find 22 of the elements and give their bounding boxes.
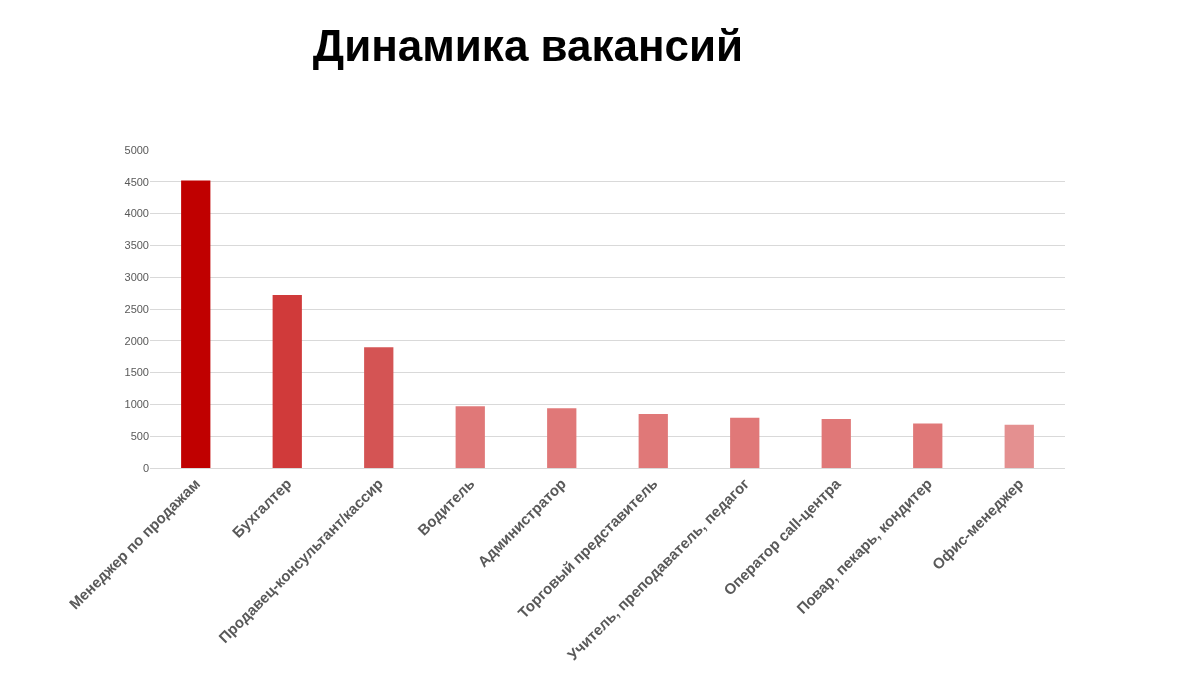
bar — [730, 417, 760, 468]
bar — [547, 408, 577, 468]
bar — [1004, 424, 1034, 468]
bar — [638, 413, 668, 468]
y-tick-label: 3500 — [124, 239, 149, 252]
y-tick-label: 4000 — [124, 207, 149, 220]
y-tick-label: 2500 — [124, 302, 149, 315]
y-tick-label: 1000 — [124, 398, 149, 411]
bar — [364, 347, 394, 468]
bar — [913, 423, 943, 468]
chart-title: Динамика вакансий — [312, 21, 744, 71]
y-tick-label: 2000 — [124, 334, 149, 347]
bar — [821, 419, 851, 468]
y-tick-label: 4500 — [124, 175, 149, 188]
bar — [272, 295, 302, 468]
bar — [455, 406, 485, 468]
y-tick-label: 0 — [142, 461, 149, 474]
y-tick-label: 3000 — [124, 271, 149, 284]
y-tick-label: 500 — [130, 430, 149, 443]
bar — [181, 180, 211, 468]
y-tick-label: 5000 — [124, 143, 149, 156]
y-tick-label: 1500 — [124, 366, 149, 379]
